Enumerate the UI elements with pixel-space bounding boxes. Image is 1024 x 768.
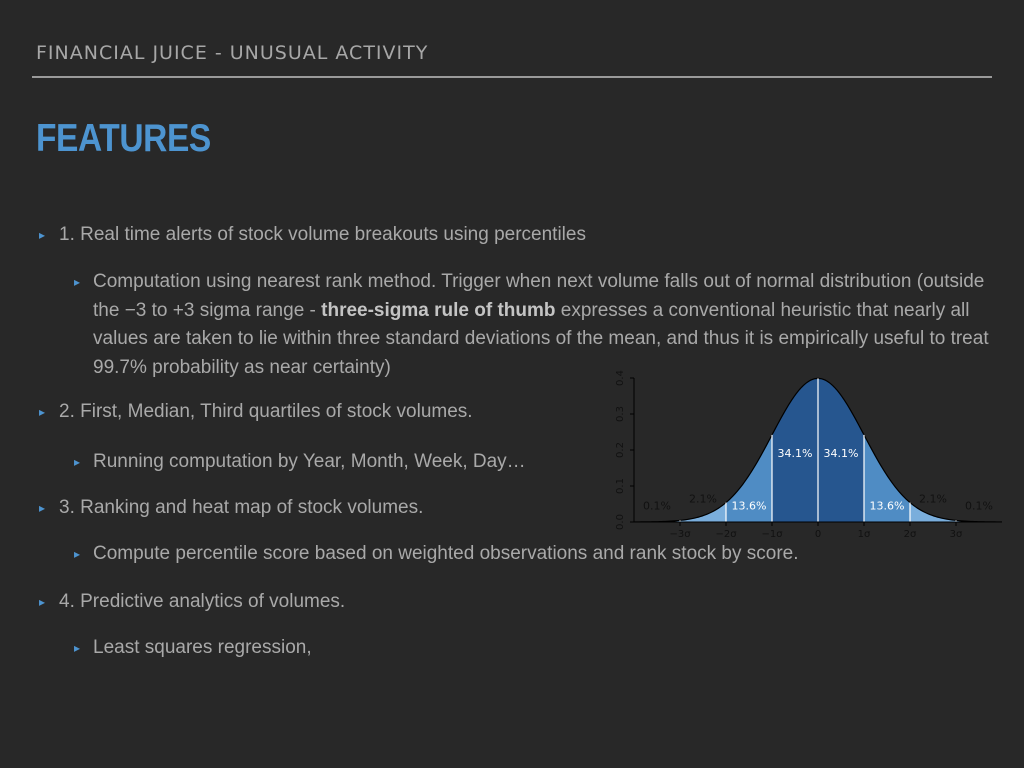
- bullet-arrow-icon: ▸: [74, 547, 81, 561]
- bullet-arrow-icon: ▸: [39, 228, 46, 242]
- tail-percent-label: 0.1%: [643, 500, 671, 513]
- bullet-arrow-icon: ▸: [74, 641, 81, 655]
- bullet-1-sub-text-end: expresses a conventional heuristic that …: [93, 299, 989, 378]
- x-tick-label: 0: [815, 529, 821, 540]
- bullet-3-sub: ▸ Compute percentile score based on weig…: [74, 540, 994, 569]
- bullet-arrow-icon: ▸: [74, 275, 81, 289]
- band-percent-label: 13.6%: [870, 499, 905, 512]
- page-title: FEATURES: [36, 117, 211, 160]
- y-tick-label: 0.4: [615, 370, 626, 386]
- bullet-4-text: 4. Predictive analytics of volumes.: [59, 591, 346, 612]
- y-tick-label: 0.3: [615, 406, 626, 422]
- bullet-1-text: 1. Real time alerts of stock volume brea…: [59, 224, 586, 245]
- band-area-0: [680, 502, 726, 522]
- band-percent-label: 34.1%: [824, 447, 859, 460]
- bullet-3: ▸ 3. Ranking and heat map of stock volum…: [39, 494, 979, 523]
- x-tick-label: 3σ: [950, 529, 963, 540]
- bullet-arrow-icon: ▸: [39, 501, 46, 515]
- x-tick-label: −3σ: [669, 529, 691, 540]
- bullet-2-text: 2. First, Median, Third quartiles of sto…: [59, 401, 473, 422]
- y-tick-label: 0.2: [615, 442, 626, 458]
- bullet-arrow-icon: ▸: [39, 595, 46, 609]
- tail-percent-label: 0.1%: [965, 500, 993, 513]
- x-tick-label: −1σ: [761, 529, 783, 540]
- bullet-2-sub: ▸ Running computation by Year, Month, We…: [74, 448, 994, 477]
- x-tick-label: 2σ: [904, 529, 917, 540]
- bullet-4-sub: ▸ Least squares regression,: [74, 634, 994, 663]
- bullet-1-sub-text: Computation using nearest rank method. T…: [93, 268, 989, 382]
- bullet-3-sub-text: Compute percentile score based on weight…: [93, 543, 799, 564]
- band-percent-label: 2.1%: [919, 492, 947, 505]
- normal-distribution-chart: −3σ −2σ −1σ 0 1σ 2σ 3σ 0.0 0.1 0.2 0.3 0.4 2.1% 13.6%…: [615, 370, 1003, 540]
- three-sigma-rule-emphasis: three-sigma rule of thumb: [321, 299, 556, 321]
- bullet-3-text: 3. Ranking and heat map of stock volumes…: [59, 497, 424, 518]
- x-tick-label: 1σ: [858, 529, 871, 540]
- bullet-1: ▸ 1. Real time alerts of stock volume br…: [39, 221, 979, 250]
- bullet-arrow-icon: ▸: [39, 405, 46, 419]
- band-percent-label: 2.1%: [689, 492, 717, 505]
- band-area-5: [910, 502, 956, 522]
- band-percent-label: 13.6%: [732, 499, 767, 512]
- bullet-4: ▸ 4. Predictive analytics of volumes.: [39, 588, 979, 617]
- bullet-1-sub-text-start: Computation using nearest rank method. T…: [93, 271, 985, 321]
- header-title: FINANCIAL JUICE - UNUSUAL ACTIVITY: [36, 42, 429, 64]
- bullet-4-sub-text: Least squares regression,: [93, 637, 312, 658]
- bullet-1-sub: ▸ Computation using nearest rank method.…: [74, 268, 989, 382]
- y-tick-label: 0.1: [615, 478, 626, 494]
- header-divider: [32, 76, 992, 78]
- x-tick-label: −2σ: [715, 529, 737, 540]
- y-tick-label: 0.0: [615, 514, 626, 530]
- bullet-2-sub-text: Running computation by Year, Month, Week…: [93, 451, 526, 472]
- bullet-2: ▸ 2. First, Median, Third quartiles of s…: [39, 398, 979, 427]
- bullet-arrow-icon: ▸: [74, 455, 81, 469]
- band-percent-label: 34.1%: [778, 447, 813, 460]
